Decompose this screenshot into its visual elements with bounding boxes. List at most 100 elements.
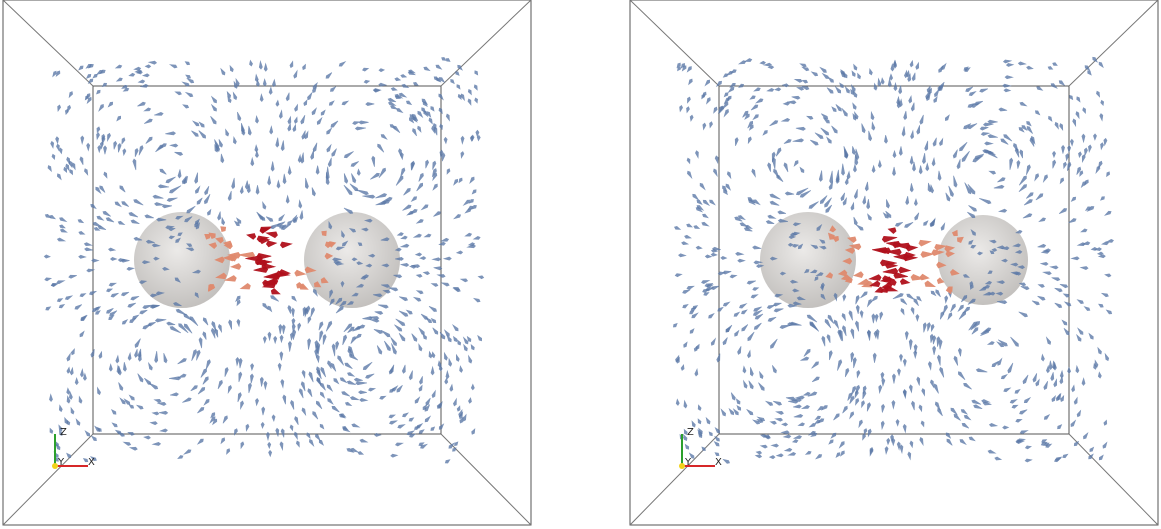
vector-glyph (59, 217, 68, 223)
vector-glyph (348, 345, 355, 357)
vector-glyph (282, 173, 287, 185)
vector-glyph (968, 436, 976, 442)
vector-glyph (331, 405, 340, 413)
vector-glyph (454, 441, 459, 447)
vector-glyph (356, 189, 369, 196)
vector-glyph (772, 400, 783, 406)
vector-glyph (936, 277, 945, 284)
vector-glyph (470, 343, 475, 351)
vector-glyph (814, 276, 819, 282)
vector-glyph (1104, 352, 1110, 362)
vector-glyph (827, 314, 835, 324)
vector-glyph (1054, 121, 1059, 130)
vector-glyph (1032, 373, 1038, 383)
vector-glyph (367, 253, 376, 258)
vector-glyph (689, 114, 694, 122)
vector-glyph (86, 142, 91, 152)
vector-glyph (879, 311, 884, 321)
vector-glyph (144, 64, 152, 69)
vector-glyph (406, 210, 414, 216)
vector-glyph (196, 197, 203, 205)
vector-glyph (191, 130, 199, 137)
vector-glyph (391, 385, 399, 392)
vector-glyph (934, 88, 940, 98)
vector-glyph (792, 404, 802, 409)
vector-glyph (381, 263, 390, 268)
vector-glyph (1050, 83, 1058, 89)
vector-glyph (810, 244, 819, 250)
vector-glyph (301, 369, 306, 379)
vector-glyph (675, 398, 680, 406)
vector-glyph (360, 227, 369, 232)
vector-glyph (919, 437, 924, 447)
vector-glyph (82, 372, 87, 381)
vector-glyph (880, 77, 885, 85)
vector-glyph (433, 211, 442, 217)
vector-glyph (833, 413, 840, 421)
vector-glyph (432, 172, 438, 182)
axes-triad: Z Y X (679, 427, 722, 469)
vector-glyph (885, 210, 892, 219)
vector-glyph (278, 269, 292, 276)
vector-glyph (892, 166, 896, 177)
vector-glyph (945, 250, 956, 258)
vector-glyph (1096, 251, 1104, 256)
vector-glyph (433, 266, 443, 271)
vector-glyph (438, 423, 445, 430)
vector-glyph (748, 380, 754, 390)
vector-glyph (107, 101, 114, 108)
vector-glyph (686, 223, 694, 228)
vector-glyph (275, 99, 280, 107)
vector-glyph (224, 366, 229, 377)
vector-glyph (957, 236, 964, 244)
vector-glyph (706, 97, 711, 105)
vector-glyph (365, 263, 373, 268)
vector-glyph (45, 306, 52, 311)
vector-glyph (1059, 283, 1069, 289)
vector-glyph (913, 298, 919, 307)
vector-glyph (210, 412, 216, 419)
vector-glyph (144, 118, 153, 124)
vector-glyph (775, 453, 784, 458)
vector-glyph (59, 430, 63, 436)
vector-glyph (867, 428, 872, 438)
vector-glyph (381, 284, 390, 288)
vector-glyph (867, 274, 882, 281)
vector-glyph (350, 161, 359, 167)
vector-glyph (210, 103, 217, 112)
vector-glyph (818, 245, 827, 250)
vector-glyph (746, 409, 754, 416)
vector-glyph (420, 204, 429, 211)
vector-glyph (410, 196, 418, 202)
vector-glyph (220, 67, 226, 76)
vector-glyph (869, 280, 881, 288)
vector-glyph (395, 442, 404, 447)
vector-glyph (886, 248, 902, 256)
vector-glyph (214, 139, 220, 150)
vector-glyph (173, 301, 182, 307)
vector-glyph (893, 81, 898, 92)
vector-glyph (154, 318, 167, 323)
vector-glyph (168, 376, 182, 381)
vector-glyph (1104, 273, 1112, 278)
vector-glyph (95, 69, 103, 76)
vector-glyph (373, 329, 383, 334)
vector-glyph (944, 245, 956, 253)
vector-glyph (1076, 166, 1082, 175)
vector-glyph (98, 104, 104, 112)
vector-glyph (872, 352, 877, 363)
vector-glyph (122, 148, 127, 157)
vector-glyph (315, 433, 321, 442)
vector-glyph (325, 72, 333, 79)
vector-glyph (1058, 80, 1066, 86)
vector-glyph (141, 260, 151, 265)
vector-glyph (416, 423, 424, 429)
vector-glyph (85, 93, 91, 100)
vector-glyph (1065, 153, 1070, 162)
vector-glyph (468, 199, 474, 204)
vector-glyph (103, 171, 108, 179)
vector-glyph (226, 448, 231, 455)
vector-glyph (302, 63, 306, 71)
vector-glyph (1019, 101, 1028, 107)
vector-glyph (294, 416, 299, 425)
